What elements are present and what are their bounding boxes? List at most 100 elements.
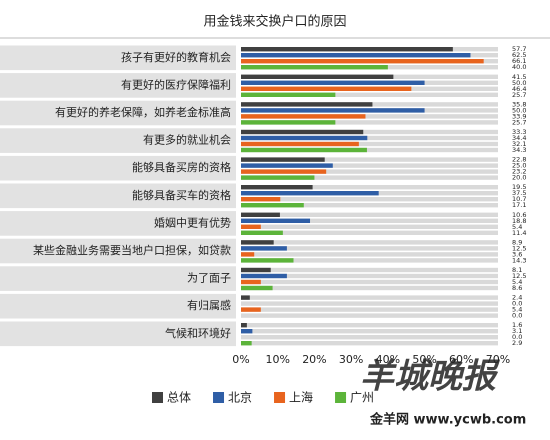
bar xyxy=(241,135,368,141)
value-label: 25.7 xyxy=(512,118,526,126)
y-tick-label: 孩子有更好的教育机会 xyxy=(121,50,231,64)
bar xyxy=(241,120,336,125)
y-tick-label: 气候和环境好 xyxy=(165,326,231,340)
y-tick-label: 能够具备买车的资格 xyxy=(132,188,231,202)
bar-track xyxy=(241,218,498,223)
legend-swatch xyxy=(213,392,225,403)
bar xyxy=(241,341,252,346)
bar-track xyxy=(241,267,498,273)
value-label: 0.0 xyxy=(512,333,522,341)
row-label-band xyxy=(0,155,236,181)
bar xyxy=(241,74,394,79)
legend-swatch xyxy=(152,392,163,403)
bar-track xyxy=(241,258,498,263)
bar-track xyxy=(241,147,498,153)
bar xyxy=(241,191,379,196)
bar-track xyxy=(241,301,498,306)
bar xyxy=(241,197,281,202)
row-label-band xyxy=(0,100,236,126)
bar xyxy=(241,258,294,263)
bar xyxy=(241,175,315,180)
bar xyxy=(241,329,253,334)
bar xyxy=(241,141,359,147)
bar-track xyxy=(241,163,498,168)
bar-track xyxy=(241,197,498,202)
value-label: 57.7 xyxy=(512,45,526,53)
value-label: 33.9 xyxy=(512,112,526,120)
value-label: 2.4 xyxy=(512,294,522,302)
row-label-band xyxy=(0,211,236,236)
value-label: 5.4 xyxy=(512,306,522,314)
legend-label: 总体 xyxy=(167,391,191,405)
value-label: 14.3 xyxy=(512,256,526,264)
bar xyxy=(241,252,255,257)
x-tick-label: 60% xyxy=(449,353,473,366)
x-tick-label: 40% xyxy=(376,353,400,366)
value-label: 8.9 xyxy=(512,238,522,246)
bar-track xyxy=(241,273,498,279)
bar xyxy=(241,203,304,208)
value-label: 5.4 xyxy=(512,278,522,286)
row-label-band xyxy=(0,73,236,98)
row-label-band xyxy=(0,293,236,319)
y-tick-label: 为了面子 xyxy=(187,272,231,285)
x-tick-label: 0% xyxy=(232,353,249,366)
value-label: 0.0 xyxy=(512,300,522,308)
row-label-band xyxy=(0,128,236,153)
value-label: 40.0 xyxy=(512,63,526,71)
value-label: 22.8 xyxy=(512,156,526,164)
value-label: 66.1 xyxy=(512,57,526,65)
bar xyxy=(241,169,327,174)
bar-track xyxy=(241,313,498,318)
value-label: 8.1 xyxy=(512,266,522,274)
bar xyxy=(241,147,367,153)
legend-label: 广州 xyxy=(350,391,374,405)
bar-track xyxy=(241,279,498,285)
bar xyxy=(241,114,366,119)
bar-track xyxy=(241,307,498,312)
row-label-band xyxy=(0,183,236,209)
y-tick-label: 某些金融业务需要当地户口担保，如贷款 xyxy=(33,243,231,257)
bar xyxy=(241,163,333,168)
bar xyxy=(241,267,271,273)
bar xyxy=(241,157,325,162)
value-label: 50.0 xyxy=(512,106,526,114)
bar xyxy=(241,279,261,285)
value-label: 37.5 xyxy=(512,189,526,197)
bar-track xyxy=(241,203,498,208)
value-label: 35.8 xyxy=(512,100,526,108)
x-tick-label: 30% xyxy=(339,353,363,366)
bar-track xyxy=(241,212,498,217)
bar xyxy=(241,307,261,312)
row-label-band xyxy=(0,45,236,71)
legend-swatch xyxy=(335,392,347,403)
chart-title: 用金钱来交换户口的原因 xyxy=(203,14,346,30)
value-label: 23.2 xyxy=(512,168,526,176)
bar-track xyxy=(241,329,498,334)
value-label: 41.5 xyxy=(512,73,526,81)
bar xyxy=(241,92,336,97)
bar xyxy=(241,285,273,291)
bar-track xyxy=(241,224,498,229)
value-label: 5.4 xyxy=(512,223,522,231)
value-label: 20.0 xyxy=(512,174,526,182)
bar-track xyxy=(241,135,498,141)
bar xyxy=(241,108,425,113)
row-label-band xyxy=(0,238,236,264)
bar-track xyxy=(241,175,498,180)
row-label-band xyxy=(0,321,236,347)
value-label: 50.0 xyxy=(512,79,526,87)
y-tick-label: 有更好的医疗保障福利 xyxy=(121,77,231,91)
bar xyxy=(241,59,484,64)
value-label: 46.4 xyxy=(512,85,526,93)
bar-track xyxy=(241,230,498,235)
value-label: 0.0 xyxy=(512,312,522,320)
bar-track xyxy=(241,120,498,125)
bar xyxy=(241,212,280,217)
bar-track xyxy=(241,185,498,190)
bar xyxy=(241,80,425,85)
bar xyxy=(241,273,287,279)
value-label: 12.5 xyxy=(512,272,526,280)
value-label: 3.1 xyxy=(512,327,522,335)
